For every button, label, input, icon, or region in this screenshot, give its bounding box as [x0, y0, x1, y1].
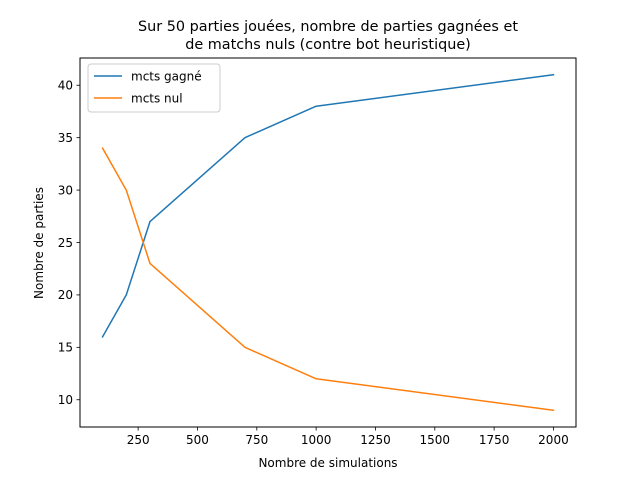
y-tick-label: 30	[58, 183, 73, 197]
x-axis-ticks: 250 500 750 1000 1250 1500 1750 2000	[127, 427, 569, 447]
x-tick-label: 1500	[420, 433, 451, 447]
y-tick-label: 40	[58, 79, 73, 93]
x-tick-label: 2000	[538, 433, 569, 447]
chart-title-line-1: Sur 50 parties jouées, nombre de parties…	[138, 19, 518, 35]
y-tick-label: 25	[58, 236, 73, 250]
legend: mcts gagné mcts nul	[87, 63, 221, 113]
x-tick-label: 750	[245, 433, 268, 447]
legend-entry-1: mcts gagné	[131, 69, 202, 83]
y-tick-label: 20	[58, 288, 73, 302]
series-line-2	[101, 147, 555, 412]
x-axis-label: Nombre de simulations	[258, 456, 397, 470]
series-lines	[101, 73, 555, 412]
chart-title-line-2: de matchs nuls (contre bot heuristique)	[185, 37, 471, 53]
x-tick-label: 500	[186, 433, 209, 447]
x-tick-label: 1000	[301, 433, 332, 447]
x-tick-label: 1250	[360, 433, 391, 447]
series-line-1	[101, 73, 555, 338]
x-tick-label: 1750	[479, 433, 510, 447]
y-axis-label: Nombre de parties	[32, 187, 46, 299]
y-tick-label: 35	[58, 131, 73, 145]
chart-title: Sur 50 parties jouées, nombre de parties…	[138, 19, 518, 53]
y-tick-label: 15	[58, 341, 73, 355]
y-tick-label: 10	[58, 393, 73, 407]
y-axis-ticks: 10 15 20 25 30 35 40	[58, 79, 80, 407]
x-tick-label: 250	[127, 433, 150, 447]
legend-entry-2: mcts nul	[131, 91, 183, 105]
